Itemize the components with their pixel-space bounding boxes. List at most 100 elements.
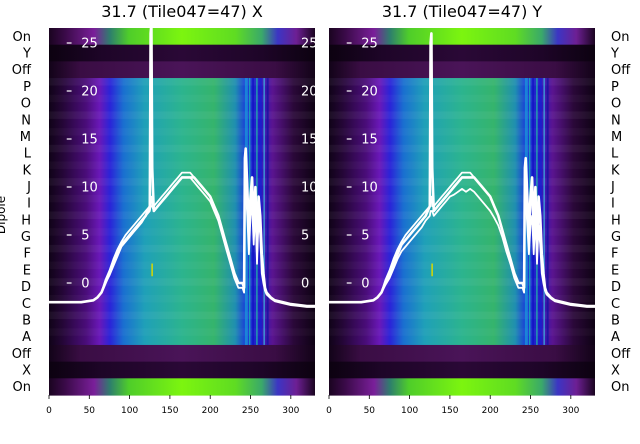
- dipole-label: M: [20, 130, 31, 145]
- overlay-tick-label: 10: [81, 181, 98, 196]
- heatmap-band: [49, 144, 315, 163]
- heatmap-band: [49, 378, 315, 396]
- overlay-tick-label: 5: [361, 229, 369, 244]
- dipole-label: G: [21, 230, 31, 245]
- overlay-tick-label: 20: [361, 85, 378, 100]
- heatmap-band-shade: [329, 262, 595, 270]
- heatmap-band: [49, 61, 315, 79]
- heatmap-band: [329, 44, 595, 62]
- overlay-tick-label: 0: [81, 277, 89, 292]
- dipole-label: P: [611, 80, 619, 95]
- dipole-label: A: [611, 330, 620, 345]
- heatmap-stripe: [543, 78, 545, 345]
- dipole-label: Off: [12, 63, 32, 78]
- dipole-label: Y: [610, 47, 619, 62]
- heatmap-band: [329, 294, 595, 313]
- overlay-tick-label-bleed: 20: [301, 85, 318, 100]
- heatmap-band: [49, 278, 315, 296]
- heatmap-band: [329, 78, 595, 96]
- heatmap-band: [49, 94, 315, 113]
- x-tick-label: 250: [522, 406, 539, 416]
- heatmap-band-shade: [329, 244, 595, 253]
- heatmap-band: [49, 161, 315, 179]
- heatmap-band: [49, 128, 315, 146]
- overlay-tick-label: 0: [361, 277, 369, 292]
- overlay-tick-label-bleed: 10: [301, 181, 318, 196]
- heatmap-band: [49, 44, 315, 62]
- dipole-label: F: [611, 247, 618, 262]
- overlay-tick-label: 25: [81, 37, 98, 52]
- heatmap-band-shade: [49, 161, 315, 169]
- dipole-label: D: [611, 280, 621, 295]
- dipole-label: H: [611, 213, 621, 228]
- overlay-line: [329, 171, 595, 307]
- heatmap-band: [49, 261, 315, 279]
- heatmap-band-shade: [329, 195, 595, 203]
- heatmap-band-shade: [49, 111, 315, 119]
- overlay-tick-label-bleed: 15: [301, 133, 318, 148]
- heatmap-band-shade: [329, 278, 595, 286]
- heatmap-band-shade: [49, 278, 315, 286]
- dipole-label: A: [22, 330, 31, 345]
- dipole-label: On: [611, 380, 629, 395]
- dipole-label: N: [21, 113, 31, 128]
- overlay-tick-label-bleed: 25: [301, 37, 318, 52]
- dipole-label: D: [21, 280, 31, 295]
- heatmap-band-shade: [329, 211, 595, 220]
- dipole-label: On: [611, 30, 629, 45]
- heatmap-band: [329, 94, 595, 113]
- overlay-line: [329, 187, 595, 308]
- x-tick-label: 100: [401, 406, 418, 416]
- chart-title-x: 31.7 (Tile047=47) X: [101, 2, 263, 21]
- dipole-label: L: [611, 147, 619, 162]
- y-axis-label: Dipole: [0, 196, 8, 234]
- dipole-label: C: [22, 297, 31, 312]
- dipole-label: X: [611, 363, 620, 378]
- dipole-label: J: [26, 180, 31, 195]
- heatmap-band-shade: [49, 78, 315, 86]
- heatmap-band: [49, 111, 315, 129]
- dipole-label: H: [21, 213, 31, 228]
- heatmap-band: [49, 78, 315, 96]
- heatmap-band-shade: [49, 195, 315, 203]
- heatmap-band-shade: [329, 111, 595, 119]
- dipole-label: Off: [611, 347, 631, 362]
- overlay-tick-label: 20: [81, 85, 98, 100]
- dipole-label: B: [611, 313, 620, 328]
- heatmap-band-shade: [329, 178, 595, 186]
- heatmap-band: [329, 111, 595, 129]
- dipole-label: J: [610, 180, 615, 195]
- heatmap-band: [49, 344, 315, 363]
- heatmap-band: [49, 311, 315, 329]
- heatmap-band-shade: [49, 262, 315, 270]
- dipole-label: X: [22, 363, 31, 378]
- heatmap-band: [49, 328, 315, 346]
- heatmap-band: [49, 28, 315, 46]
- heatmap-band-shade: [329, 328, 595, 336]
- heatmap-band: [329, 28, 595, 46]
- heatmap-band-shade: [49, 144, 315, 153]
- dipole-label: P: [23, 80, 31, 95]
- x-tick-label: 150: [441, 406, 458, 416]
- x-tick-label: 200: [202, 406, 219, 416]
- overlay-tick-label: 5: [81, 229, 89, 244]
- x-tick-label: 50: [84, 406, 96, 416]
- heatmap-band-shade: [329, 78, 595, 86]
- heatmap-band-shade: [49, 328, 315, 336]
- dipole-label: F: [24, 247, 31, 262]
- heatmap-band-shade: [49, 311, 315, 320]
- heatmap-band: [329, 178, 595, 196]
- heatmap-band-shade: [49, 244, 315, 253]
- dipole-label: O: [611, 97, 621, 112]
- heatmap-band: [49, 294, 315, 313]
- overlay-tick-label: 25: [361, 37, 378, 52]
- overlay-tick-label: 10: [361, 181, 378, 196]
- dipole-label: K: [22, 163, 31, 178]
- dipole-label: N: [611, 113, 621, 128]
- x-tick-label: 150: [161, 406, 178, 416]
- overlay-tick-label: 15: [81, 133, 98, 148]
